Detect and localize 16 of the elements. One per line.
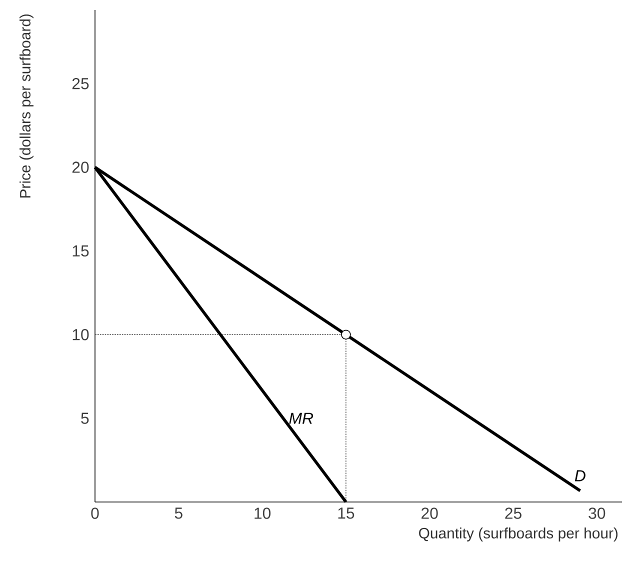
series-label: D: [574, 470, 586, 482]
x-tick-label: 30: [588, 508, 606, 519]
x-tick-label: 25: [505, 508, 522, 519]
x-tick-label: 20: [422, 508, 438, 519]
x-axis-title: Quantity (surfboards per hour): [419, 528, 618, 542]
y-tick-label: 20: [72, 162, 89, 173]
y-tick-label: 25: [72, 78, 89, 90]
y-tick-label: 10: [72, 329, 89, 340]
y-axis-title: Price (dollars per surfboard): [20, 14, 34, 198]
y-tick-label: 5: [81, 412, 89, 424]
x-tick-label: 0: [91, 508, 99, 519]
x-tick-label: 5: [174, 508, 182, 519]
x-tick-label: 15: [338, 508, 354, 519]
y-tick-label: 15: [72, 245, 89, 257]
series-label: MR: [289, 412, 314, 424]
x-tick-label: 10: [254, 508, 271, 519]
